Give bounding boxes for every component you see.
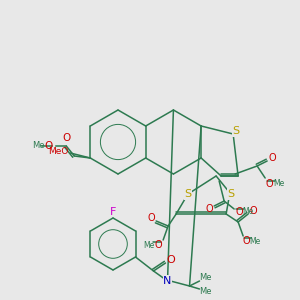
Text: Me: Me [274, 179, 285, 188]
Text: O: O [235, 207, 243, 217]
Text: O: O [44, 141, 52, 151]
Text: Me: Me [199, 287, 212, 296]
Text: O: O [62, 133, 70, 143]
Text: Me: Me [250, 236, 261, 245]
Text: O: O [166, 255, 175, 265]
Text: Me: Me [199, 274, 212, 283]
Text: Me: Me [143, 241, 155, 250]
Text: MeO: MeO [48, 146, 68, 155]
Text: F: F [110, 207, 116, 217]
Text: O: O [249, 206, 257, 216]
Text: O: O [265, 179, 273, 189]
Text: O: O [205, 204, 213, 214]
Text: O: O [147, 213, 155, 223]
Text: O: O [268, 153, 276, 163]
Text: S: S [228, 189, 235, 199]
Text: S: S [232, 126, 240, 136]
Text: O: O [242, 236, 250, 246]
Text: O: O [154, 240, 162, 250]
Text: N: N [163, 276, 172, 286]
Text: Me: Me [32, 142, 44, 151]
Text: S: S [184, 189, 192, 199]
Text: Me: Me [242, 208, 254, 217]
